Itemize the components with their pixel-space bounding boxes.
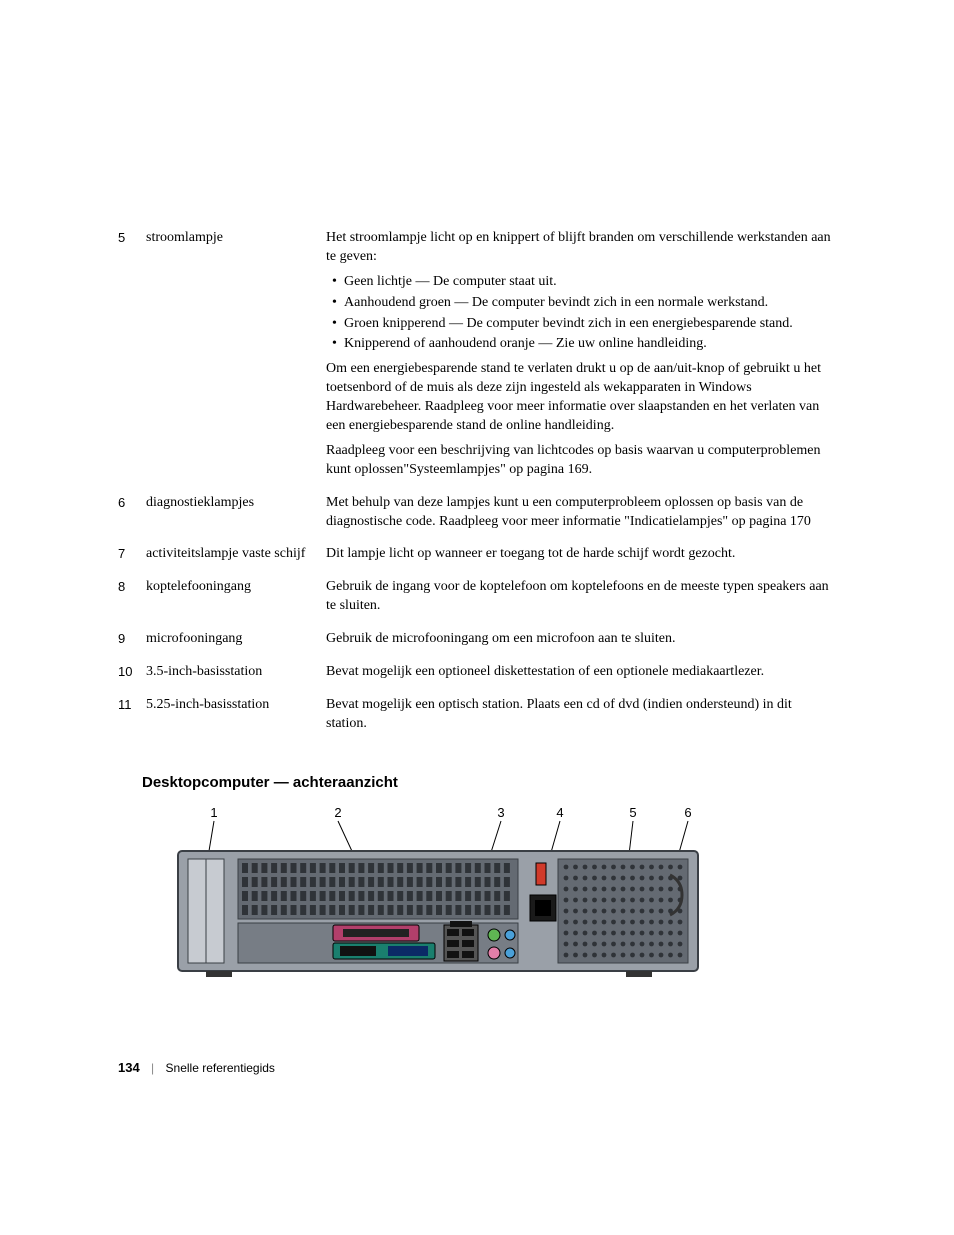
desc-bullet: Geen lichtje — De computer staat uit. bbox=[326, 273, 832, 292]
svg-text:2: 2 bbox=[334, 805, 341, 820]
row-label: 3.5-inch-basisstation bbox=[146, 659, 326, 692]
svg-text:1: 1 bbox=[210, 805, 217, 820]
row-number: 7 bbox=[118, 541, 146, 574]
row-number: 11 bbox=[118, 692, 146, 744]
row-description: Met behulp van deze lampjes kunt u een c… bbox=[326, 490, 838, 542]
desc-paragraph: Bevat mogelijk een optioneel diskettesta… bbox=[326, 663, 832, 682]
row-label: microfooningang bbox=[146, 626, 326, 659]
svg-text:4: 4 bbox=[556, 805, 563, 820]
svg-text:6: 6 bbox=[684, 805, 691, 820]
row-number: 6 bbox=[118, 490, 146, 542]
row-description: Gebruik de microfooningang om een microf… bbox=[326, 626, 838, 659]
row-label: koptelefooningang bbox=[146, 574, 326, 626]
table-row: 6diagnostieklampjesMet behulp van deze l… bbox=[118, 490, 838, 542]
table-row: 115.25-inch-basisstationBevat mogelijk e… bbox=[118, 692, 838, 744]
svg-text:3: 3 bbox=[497, 805, 504, 820]
row-number: 5 bbox=[118, 225, 146, 490]
page-footer: 134 | Snelle referentiegids bbox=[118, 1060, 275, 1075]
row-number: 9 bbox=[118, 626, 146, 659]
desc-bullet: Aanhoudend groen — De computer bevindt z… bbox=[326, 294, 832, 313]
table-row: 7activiteitslampje vaste schijfDit lampj… bbox=[118, 541, 838, 574]
table-row: 5stroomlampjeHet stroomlampje licht op e… bbox=[118, 225, 838, 490]
row-label: activiteitslampje vaste schijf bbox=[146, 541, 326, 574]
section-heading: Desktopcomputer — achteraanzicht bbox=[142, 774, 838, 791]
table-row: 103.5-inch-basisstationBevat mogelijk ee… bbox=[118, 659, 838, 692]
row-label: stroomlampje bbox=[146, 225, 326, 490]
row-description: Dit lampje licht op wanneer er toegang t… bbox=[326, 541, 838, 574]
page-number: 134 bbox=[118, 1060, 140, 1075]
footer-separator: | bbox=[151, 1061, 154, 1075]
row-description: Bevat mogelijk een optioneel diskettesta… bbox=[326, 659, 838, 692]
table-row: 9microfooningangGebruik de microfooninga… bbox=[118, 626, 838, 659]
row-description: Gebruik de ingang voor de koptelefoon om… bbox=[326, 574, 838, 626]
desc-paragraph: Gebruik de ingang voor de koptelefoon om… bbox=[326, 578, 832, 616]
desc-paragraph: Raadpleeg voor een beschrijving van lich… bbox=[326, 442, 832, 480]
desc-bullet: Knipperend of aanhoudend oranje — Zie uw… bbox=[326, 335, 832, 354]
desc-bullet: Groen knipperend — De computer bevindt z… bbox=[326, 315, 832, 334]
desc-bullet-list: Geen lichtje — De computer staat uit. Aan… bbox=[326, 273, 832, 355]
row-description: Bevat mogelijk een optisch station. Plaa… bbox=[326, 692, 838, 744]
row-number: 8 bbox=[118, 574, 146, 626]
svg-text:5: 5 bbox=[629, 805, 636, 820]
desc-paragraph: Om een energiebesparende stand te verlat… bbox=[326, 360, 832, 436]
desc-paragraph: Dit lampje licht op wanneer er toegang t… bbox=[326, 545, 832, 564]
desc-paragraph: Bevat mogelijk een optisch station. Plaa… bbox=[326, 696, 832, 734]
component-table: 5stroomlampjeHet stroomlampje licht op e… bbox=[118, 225, 838, 744]
row-label: diagnostieklampjes bbox=[146, 490, 326, 542]
row-description: Het stroomlampje licht op en knippert of… bbox=[326, 225, 838, 490]
desc-paragraph: Gebruik de microfooningang om een microf… bbox=[326, 630, 832, 649]
doc-title: Snelle referentiegids bbox=[166, 1061, 275, 1075]
desc-paragraph: Met behulp van deze lampjes kunt u een c… bbox=[326, 494, 832, 532]
desc-paragraph: Het stroomlampje licht op en knippert of… bbox=[326, 229, 832, 267]
row-number: 10 bbox=[118, 659, 146, 692]
rear-view-diagram: 1 2 3 4 5 6 bbox=[158, 803, 718, 1008]
table-row: 8koptelefooningangGebruik de ingang voor… bbox=[118, 574, 838, 626]
row-label: 5.25-inch-basisstation bbox=[146, 692, 326, 744]
